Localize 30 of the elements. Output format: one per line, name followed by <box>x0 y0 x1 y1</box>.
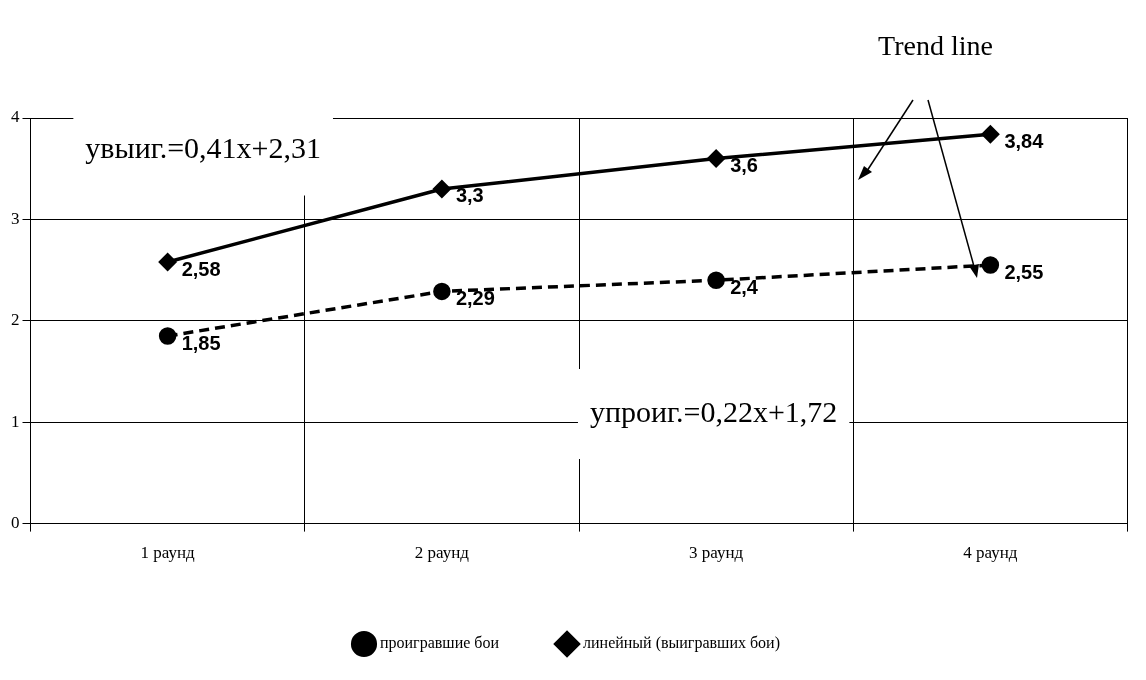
y-tick-label: 2 <box>11 310 20 330</box>
y-tick-label: 0 <box>11 513 20 533</box>
data-label: 2,55 <box>1004 260 1044 283</box>
annotation: yпроиг.=0,22x+1,72 <box>589 394 838 428</box>
data-label: 3,6 <box>730 154 758 177</box>
data-label: 2,58 <box>181 257 221 280</box>
annotation: yвыиг.=0,41x+2,31 <box>85 131 321 165</box>
x-tick-label: 2 раунд <box>414 543 470 563</box>
point <box>433 282 451 301</box>
data-label: 1,85 <box>181 331 221 354</box>
y-tick-label: 1 <box>11 411 20 431</box>
x-tick-label: 1 раунд <box>140 543 196 563</box>
data-label: 2,4 <box>730 275 759 298</box>
point <box>981 256 1000 274</box>
text: Trend line <box>878 30 993 62</box>
point <box>707 271 725 289</box>
legend-label: линейный (выигравших бои) <box>583 634 781 653</box>
point <box>707 149 725 168</box>
y-tick-label: 4 <box>11 107 20 127</box>
point <box>158 327 177 345</box>
point <box>158 253 177 271</box>
y-tick-label: 3 <box>11 208 20 228</box>
data-label: 3,3 <box>455 184 484 207</box>
x-tick-label: 4 раунд <box>963 543 1018 563</box>
point <box>981 125 1000 143</box>
point <box>433 180 451 198</box>
data-label: 2,29 <box>455 286 495 309</box>
legend-label: проигравшие бои <box>380 634 500 653</box>
x-tick-label: 3 раунд <box>689 543 744 563</box>
data-label: 3,84 <box>1004 129 1045 152</box>
